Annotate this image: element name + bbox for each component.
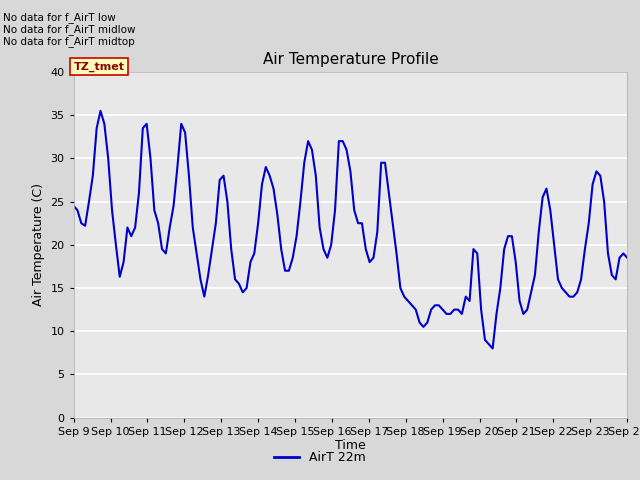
Text: No data for f_AirT midtop: No data for f_AirT midtop: [3, 36, 135, 47]
Y-axis label: Air Temperature (C): Air Temperature (C): [32, 183, 45, 306]
Text: No data for f_AirT midlow: No data for f_AirT midlow: [3, 24, 136, 35]
Text: TZ_tmet: TZ_tmet: [74, 62, 125, 72]
Title: Air Temperature Profile: Air Temperature Profile: [262, 52, 438, 67]
X-axis label: Time: Time: [335, 439, 366, 453]
Text: No data for f_AirT low: No data for f_AirT low: [3, 12, 116, 23]
Legend: AirT 22m: AirT 22m: [269, 446, 371, 469]
